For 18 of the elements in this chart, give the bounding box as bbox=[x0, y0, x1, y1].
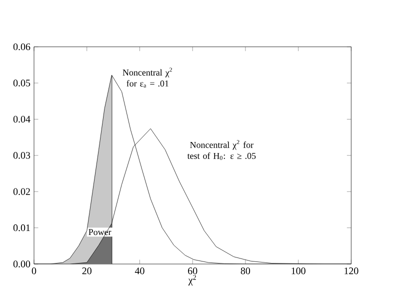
y-tick-label: 0.04 bbox=[13, 116, 30, 123]
y-tick-label: 0.00 bbox=[13, 260, 30, 268]
y-tick-label: 0.06 bbox=[13, 43, 30, 50]
x-tick-label: 80 bbox=[240, 268, 250, 274]
x-tick-label: 100 bbox=[292, 268, 306, 274]
text: Noncentral χ$^{2}$ for ε$_{a}$ = .01 bbox=[122, 68, 172, 88]
x-tick-label: 40 bbox=[134, 268, 144, 274]
y-tick-label: 0.02 bbox=[13, 188, 30, 195]
x-tick-label: 60 bbox=[188, 268, 198, 274]
text: Noncentral χ$^{2}$ for test of H$_{0}$: ε ≥ .05 bbox=[187, 140, 256, 160]
x-axis-title: χ$^{2}$ bbox=[188, 275, 196, 286]
x-tick-label: 120 bbox=[344, 268, 358, 274]
y-tick-label: 0.01 bbox=[13, 224, 30, 232]
ref-line-label: Power bbox=[88, 229, 112, 236]
x-tick-label: 0 bbox=[32, 268, 36, 274]
y-tick-label: 0.03 bbox=[13, 152, 30, 159]
y-tick-label: 0.05 bbox=[13, 80, 30, 86]
x-tick-label: 20 bbox=[82, 268, 92, 274]
